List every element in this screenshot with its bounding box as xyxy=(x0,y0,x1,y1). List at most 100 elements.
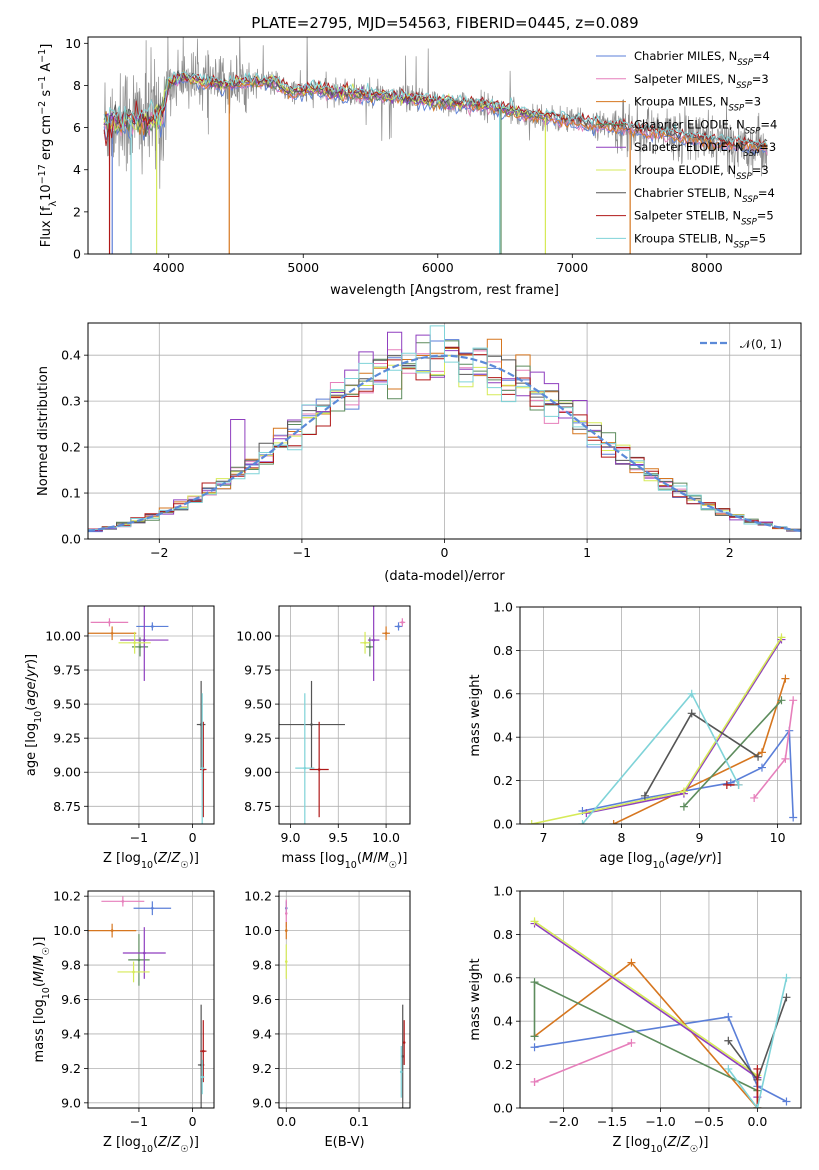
y-tick-label: 8 xyxy=(73,78,81,93)
x-axis-label-part: 10 xyxy=(141,860,153,871)
y-tick-label: 0.4 xyxy=(493,1014,513,1029)
x-axis-label: E(B-V) xyxy=(324,1135,364,1150)
x-tick-label: 7000 xyxy=(556,260,588,275)
legend-model-name: Chabrier STELIB, N xyxy=(634,186,742,200)
y-tick-label: 8.75 xyxy=(53,799,81,814)
y-tick-label: 0.0 xyxy=(61,532,81,547)
y-tick-label: 9.50 xyxy=(244,697,272,712)
y-axis-label-part: / xyxy=(24,676,39,681)
residual-histogram-panel: −2 −1 0 1 2 0.0 0.1 0.2 0.3 0.4 𝒩(0, 1) (data-model… xyxy=(36,322,802,584)
legend-subscript: SSP xyxy=(729,104,745,114)
legend-nssp: =4 xyxy=(753,49,770,63)
plot-area xyxy=(103,37,768,254)
y-tick-label: 0 xyxy=(73,247,81,262)
weight-point-marker xyxy=(724,1064,733,1073)
x-axis-label-part: Z [log xyxy=(103,1135,141,1150)
y-axis-label-part: −2 xyxy=(37,101,48,115)
x-axis-label-part: / xyxy=(694,851,699,866)
y-tick-label: 10.0 xyxy=(53,923,81,938)
x-tick-label: 9.5 xyxy=(328,830,348,845)
data-point xyxy=(397,625,400,628)
data-point xyxy=(110,929,114,932)
x-axis-label-part: ( xyxy=(665,851,670,866)
data-point xyxy=(142,951,146,955)
x-tick-label: 10.0 xyxy=(372,830,400,845)
spectrum-panel: 4000 5000 6000 7000 8000 0 2 4 6 8 10 wavelength [A… xyxy=(37,36,802,298)
x-axis-label-part: Z xyxy=(170,851,181,866)
data-point xyxy=(399,1070,403,1074)
axes-frame xyxy=(278,605,411,825)
x-axis-label-part: ( xyxy=(153,851,158,866)
x-tick-label: −1 xyxy=(293,545,311,560)
y-tick-label: 9.2 xyxy=(61,1061,81,1076)
weight-point-marker xyxy=(781,754,790,763)
model-spectrum-line xyxy=(103,71,768,146)
y-tick-label: 9.75 xyxy=(53,663,81,678)
axes-frame xyxy=(278,890,411,1109)
x-axis-label-part: Z [log xyxy=(613,1135,651,1150)
y-tick-label: 0.0 xyxy=(493,817,513,832)
x-tick-label: 0.0 xyxy=(276,1114,296,1129)
y-tick-label: 9.00 xyxy=(53,765,81,780)
y-tick-label: 0.0 xyxy=(493,1101,513,1116)
y-axis-label-part: ( xyxy=(32,982,47,987)
mass-vs-metallicity-panel: −1 09.09.29.49.69.810.010.2Z [log10(Z/Z☉)… xyxy=(32,889,215,1155)
y-axis-label: mass [log10(M/M☉)] xyxy=(32,937,52,1063)
x-axis-label-part: ( xyxy=(357,851,362,866)
y-tick-label: 9.25 xyxy=(53,731,81,746)
x-tick-label: 1 xyxy=(583,545,591,560)
legend-subscript: SSP xyxy=(736,81,752,91)
legend-model-name: Chabrier ELODIE, N xyxy=(634,117,745,131)
legend-model-name: Kroupa STELIB, N xyxy=(634,231,734,245)
y-axis-label-part: ] xyxy=(39,44,54,49)
legend-subscript: SSP xyxy=(744,149,760,159)
legend-model-name: Kroupa ELODIE, N xyxy=(634,163,736,177)
x-tick-label: 4000 xyxy=(153,260,185,275)
weight-vs-age-panel: 7 8 9 10 0.0 0.2 0.4 0.6 0.8 1.0 mass weight age [l… xyxy=(468,600,802,871)
y-axis-label-part: / xyxy=(32,966,47,971)
x-tick-label: −1.5 xyxy=(597,1114,627,1129)
x-axis-label: Z [log10(Z/Z☉)] xyxy=(103,851,199,871)
data-point xyxy=(201,1049,205,1053)
x-axis-label-part: ☉ xyxy=(180,860,189,871)
x-axis-label-part: mass [log xyxy=(282,851,345,866)
x-axis-label-part: 10 xyxy=(650,1144,662,1155)
x-axis-label-part: M xyxy=(362,851,373,866)
y-tick-label: 9.50 xyxy=(53,697,81,712)
y-tick-label: 9.75 xyxy=(244,663,272,678)
y-tick-label: 9.8 xyxy=(61,958,81,973)
data-point xyxy=(284,929,288,932)
normal-distribution-curve xyxy=(88,354,801,532)
x-axis-label: mass [log10(M/M☉)] xyxy=(282,851,408,871)
x-tick-label: 9 xyxy=(696,830,704,845)
data-point xyxy=(110,631,114,635)
x-tick-label: 5000 xyxy=(287,260,319,275)
legend-nssp: =3 xyxy=(752,72,769,86)
y-tick-label: 10.2 xyxy=(244,889,272,904)
x-axis-label-part: Z xyxy=(667,1135,678,1150)
legend-nssp: =5 xyxy=(757,209,774,223)
y-axis-label-part: )] xyxy=(32,937,47,947)
legend-label: Chabrier ELODIE, NSSP=4 xyxy=(634,117,777,136)
x-axis-label-part: 10 xyxy=(345,860,357,871)
x-tick-label: 2 xyxy=(726,545,734,560)
data-point xyxy=(402,1041,406,1044)
weight-point-marker xyxy=(789,696,798,705)
x-tick-label: 7 xyxy=(539,830,547,845)
axes-frame xyxy=(87,36,802,255)
data-point xyxy=(368,645,372,649)
plot-area xyxy=(530,917,791,1108)
y-axis-label-part: 10 xyxy=(39,184,54,201)
weight-point-marker xyxy=(530,917,539,926)
x-axis-label-part: Z xyxy=(157,1135,168,1150)
x-axis-label-part: ☉ xyxy=(690,1144,699,1155)
weight-point-marker xyxy=(578,820,587,824)
x-tick-label: 6000 xyxy=(422,260,454,275)
y-tick-label: 9.4 xyxy=(252,1026,272,1041)
weight-point-marker xyxy=(724,1036,733,1045)
data-point xyxy=(303,766,307,770)
x-tick-label: −0.5 xyxy=(694,1114,724,1129)
axes-frame xyxy=(87,322,802,540)
x-axis-label: Z [log10(Z/Z☉)] xyxy=(613,1135,709,1155)
data-point xyxy=(137,958,141,962)
